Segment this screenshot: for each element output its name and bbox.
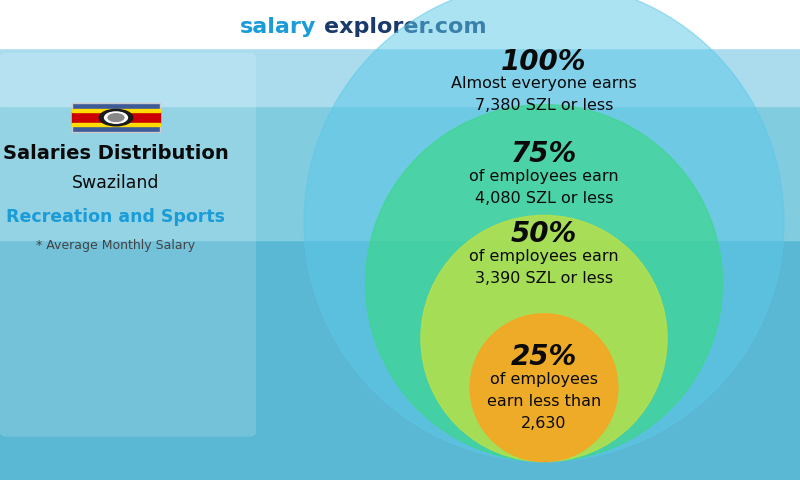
Circle shape <box>470 314 618 462</box>
Bar <box>0 0 800 48</box>
Text: Swaziland: Swaziland <box>72 174 160 192</box>
FancyBboxPatch shape <box>72 103 160 132</box>
Bar <box>72 109 160 112</box>
Text: salary: salary <box>240 17 316 37</box>
Circle shape <box>366 105 722 462</box>
Text: explorer.com: explorer.com <box>324 17 486 37</box>
Bar <box>72 123 160 126</box>
Bar <box>0 0 800 106</box>
Text: 3,390 SZL or less: 3,390 SZL or less <box>475 271 613 286</box>
Bar <box>0 0 800 240</box>
Ellipse shape <box>105 112 127 123</box>
Ellipse shape <box>99 109 133 126</box>
Text: 4,080 SZL or less: 4,080 SZL or less <box>474 191 614 205</box>
Bar <box>72 112 160 123</box>
Text: 75%: 75% <box>511 140 577 168</box>
Ellipse shape <box>108 114 124 121</box>
FancyBboxPatch shape <box>0 53 256 437</box>
Circle shape <box>421 216 667 462</box>
Text: 50%: 50% <box>511 220 577 248</box>
Text: 25%: 25% <box>511 343 577 371</box>
Text: 7,380 SZL or less: 7,380 SZL or less <box>475 98 613 113</box>
Text: of employees earn: of employees earn <box>469 168 619 183</box>
Text: * Average Monthly Salary: * Average Monthly Salary <box>37 239 195 252</box>
Text: earn less than: earn less than <box>487 394 601 409</box>
Text: 2,630: 2,630 <box>522 416 566 431</box>
Text: Recreation and Sports: Recreation and Sports <box>6 208 226 226</box>
Text: Salaries Distribution: Salaries Distribution <box>3 144 229 163</box>
Text: of employees earn: of employees earn <box>469 249 619 264</box>
Text: of employees: of employees <box>490 372 598 386</box>
Text: 100%: 100% <box>502 48 586 75</box>
Text: Almost everyone earns: Almost everyone earns <box>451 76 637 91</box>
Circle shape <box>304 0 784 462</box>
